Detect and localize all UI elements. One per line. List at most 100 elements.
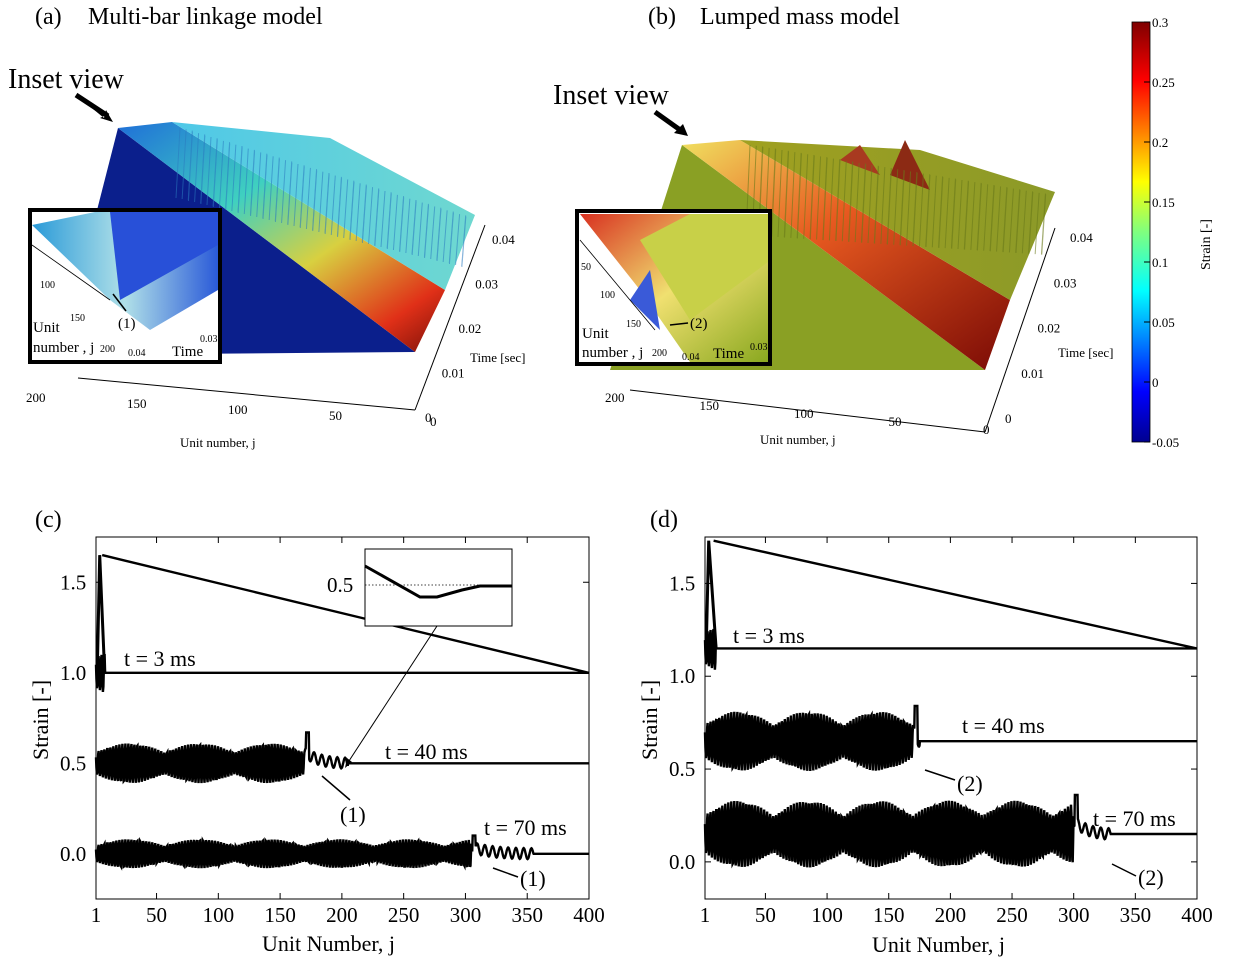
panel-b-wave-ridge [682,140,1010,370]
c-y-tick-label: 0.0 [60,842,86,866]
d-peak-0 [704,540,718,649]
panel-d-y-axis-label: Strain [-] [637,680,662,760]
panel-b-spike [931,175,937,248]
panel-c-x-axis-label: Unit Number, j [262,931,395,956]
panel-a-inset-unit-axis [31,244,111,301]
panel-a-inset-tick-200: 200 [100,344,115,355]
panel-a-spike [455,214,461,266]
panel-b-inset-tick-50: 50 [581,262,591,273]
d-x-tick-label: 150 [873,903,905,927]
d-x-tick-label: 300 [1058,903,1090,927]
d-x-tick-label: 100 [811,903,843,927]
panel-d-label-t70: t = 70 ms [1093,806,1176,831]
panel-d-label-t3: t = 3 ms [733,623,805,648]
panel-a-spike [299,166,305,229]
panel-b-inset: 50 100 150 200 0.04 0.03 Unit number , j… [575,209,772,366]
panel-a-spike [287,162,293,226]
panel-b-spike [803,154,809,239]
panel-a-inset-unit-label-2: number , j [33,340,94,356]
d-x-tick-label: 250 [996,903,1028,927]
panel-b-spike [996,186,1002,252]
c-x-tick-label: 400 [573,903,605,927]
panel-a-inset-time-tick-1: 0.04 [128,348,146,359]
panel-b-spike [816,156,822,240]
c-y-tick-label: 0.5 [60,751,86,775]
panel-b-unit-tick-0: 200 [605,390,625,405]
panel-a-spike [312,170,318,232]
d-series-line-0 [703,539,1197,670]
panel-a-letter: (a) [35,4,62,30]
panel-a-spike [405,198,411,254]
panel-a-spike [293,163,299,227]
colorbar-tick-label: 0.2 [1152,135,1168,150]
panel-a-spike [430,206,436,260]
panel-b-spike [938,177,944,248]
panel-a-spike [386,193,392,250]
panel-b-spike [1008,188,1014,253]
panel-c-marker-1b-arrow [492,867,519,878]
panel-a-wave-ridge [118,122,445,352]
panel-a-spike [194,133,200,203]
panel-a-spike [417,202,423,257]
panel-a-spike [305,167,311,230]
panel-a-unit-tick-1: 150 [127,396,147,411]
colorbar-ticks: 0.3 0.25 0.2 0.15 0.1 0.05 0 -0.05 [1144,15,1179,450]
panel-d-marker-2b: (2) [1138,865,1164,890]
panel-b-spike [835,159,841,242]
panel-b-inset-flat [640,214,768,320]
panel-a-spike [337,178,343,238]
panel-a-spike [399,197,405,253]
panel-a-inset-arrow-shaft [74,92,110,119]
d-y-tick-label: 0.5 [669,757,695,781]
panel-a-spike [343,179,349,239]
panel-a-spike [374,189,380,247]
panel-d-plot-frame [704,536,1198,900]
panel-c-label-t3: t = 3 ms [124,646,196,671]
panel-a-inset-time-label: Time [172,344,203,360]
panel-b-inset-time-tick-2: 0.03 [750,342,768,353]
panel-a-unit-axis [77,377,416,411]
d-x-tick-label: 200 [935,903,967,927]
panel-b-inset-unit-label: Unit [582,326,610,342]
panel-b-inset-tick-200: 200 [652,348,667,359]
panel-a-inset-tick-150: 150 [70,313,85,324]
panel-b-spike [1015,189,1021,254]
panel-b-inset-time-tick-1: 0.04 [682,352,700,363]
panel-b-unit-tick-1: 150 [700,398,720,413]
d-y-tick-label: 0.0 [669,850,695,874]
panel-a-unit-ticks: 200 150 100 50 0 [26,390,437,429]
panel-a-spike [181,129,187,200]
panel-b-time-tick-4: 0.04 [1070,230,1093,245]
panel-d-x-ticks: 1 50 100 150 200 250 300 350 400 [700,537,1213,927]
panel-b-unit-axis [629,389,986,433]
panel-a-spike [218,140,224,209]
colorbar-tick-label: 0.05 [1152,315,1175,330]
d-x-tick-label: 400 [1181,903,1213,927]
panel-b-spike [970,182,976,250]
panel-a-spike [243,148,249,215]
panel-d-y-ticks: 0.0 0.5 1.0 1.5 [669,571,1197,874]
panel-b-spike [951,179,957,249]
panel-b-spike [957,179,963,250]
panel-b-spike [1002,187,1008,253]
colorbar-tick-label: 0.3 [1152,15,1168,30]
c-x-tick-label: 100 [203,903,235,927]
panel-a-inset-marker: (1) [118,316,136,332]
panel-a-spike [281,160,287,224]
panel-a-spike [349,181,355,241]
panel-a-spike [231,144,237,212]
panel-a-spike [424,205,430,259]
panel-a-inset-marker-arrow [112,293,127,312]
panel-b-inset-time-label: Time [713,346,744,362]
panel-d-label-t40: t = 40 ms [962,713,1045,738]
panel-b-spike [796,153,802,239]
d-series-line-1 [703,704,1197,772]
panel-d-marker-2b-arrow [1111,863,1137,877]
panel-b-oscillation-spikes [745,144,1047,255]
panel-c-zoom-pointer-head [345,758,352,768]
d-x-tick-label: 1 [700,903,711,927]
panel-a-unit-tick-3: 50 [329,408,342,423]
panel-a-spike [268,156,274,221]
panel-a-unit-tick-0: 200 [26,390,46,405]
panel-b-time-tick-0: 0 [1005,411,1012,426]
